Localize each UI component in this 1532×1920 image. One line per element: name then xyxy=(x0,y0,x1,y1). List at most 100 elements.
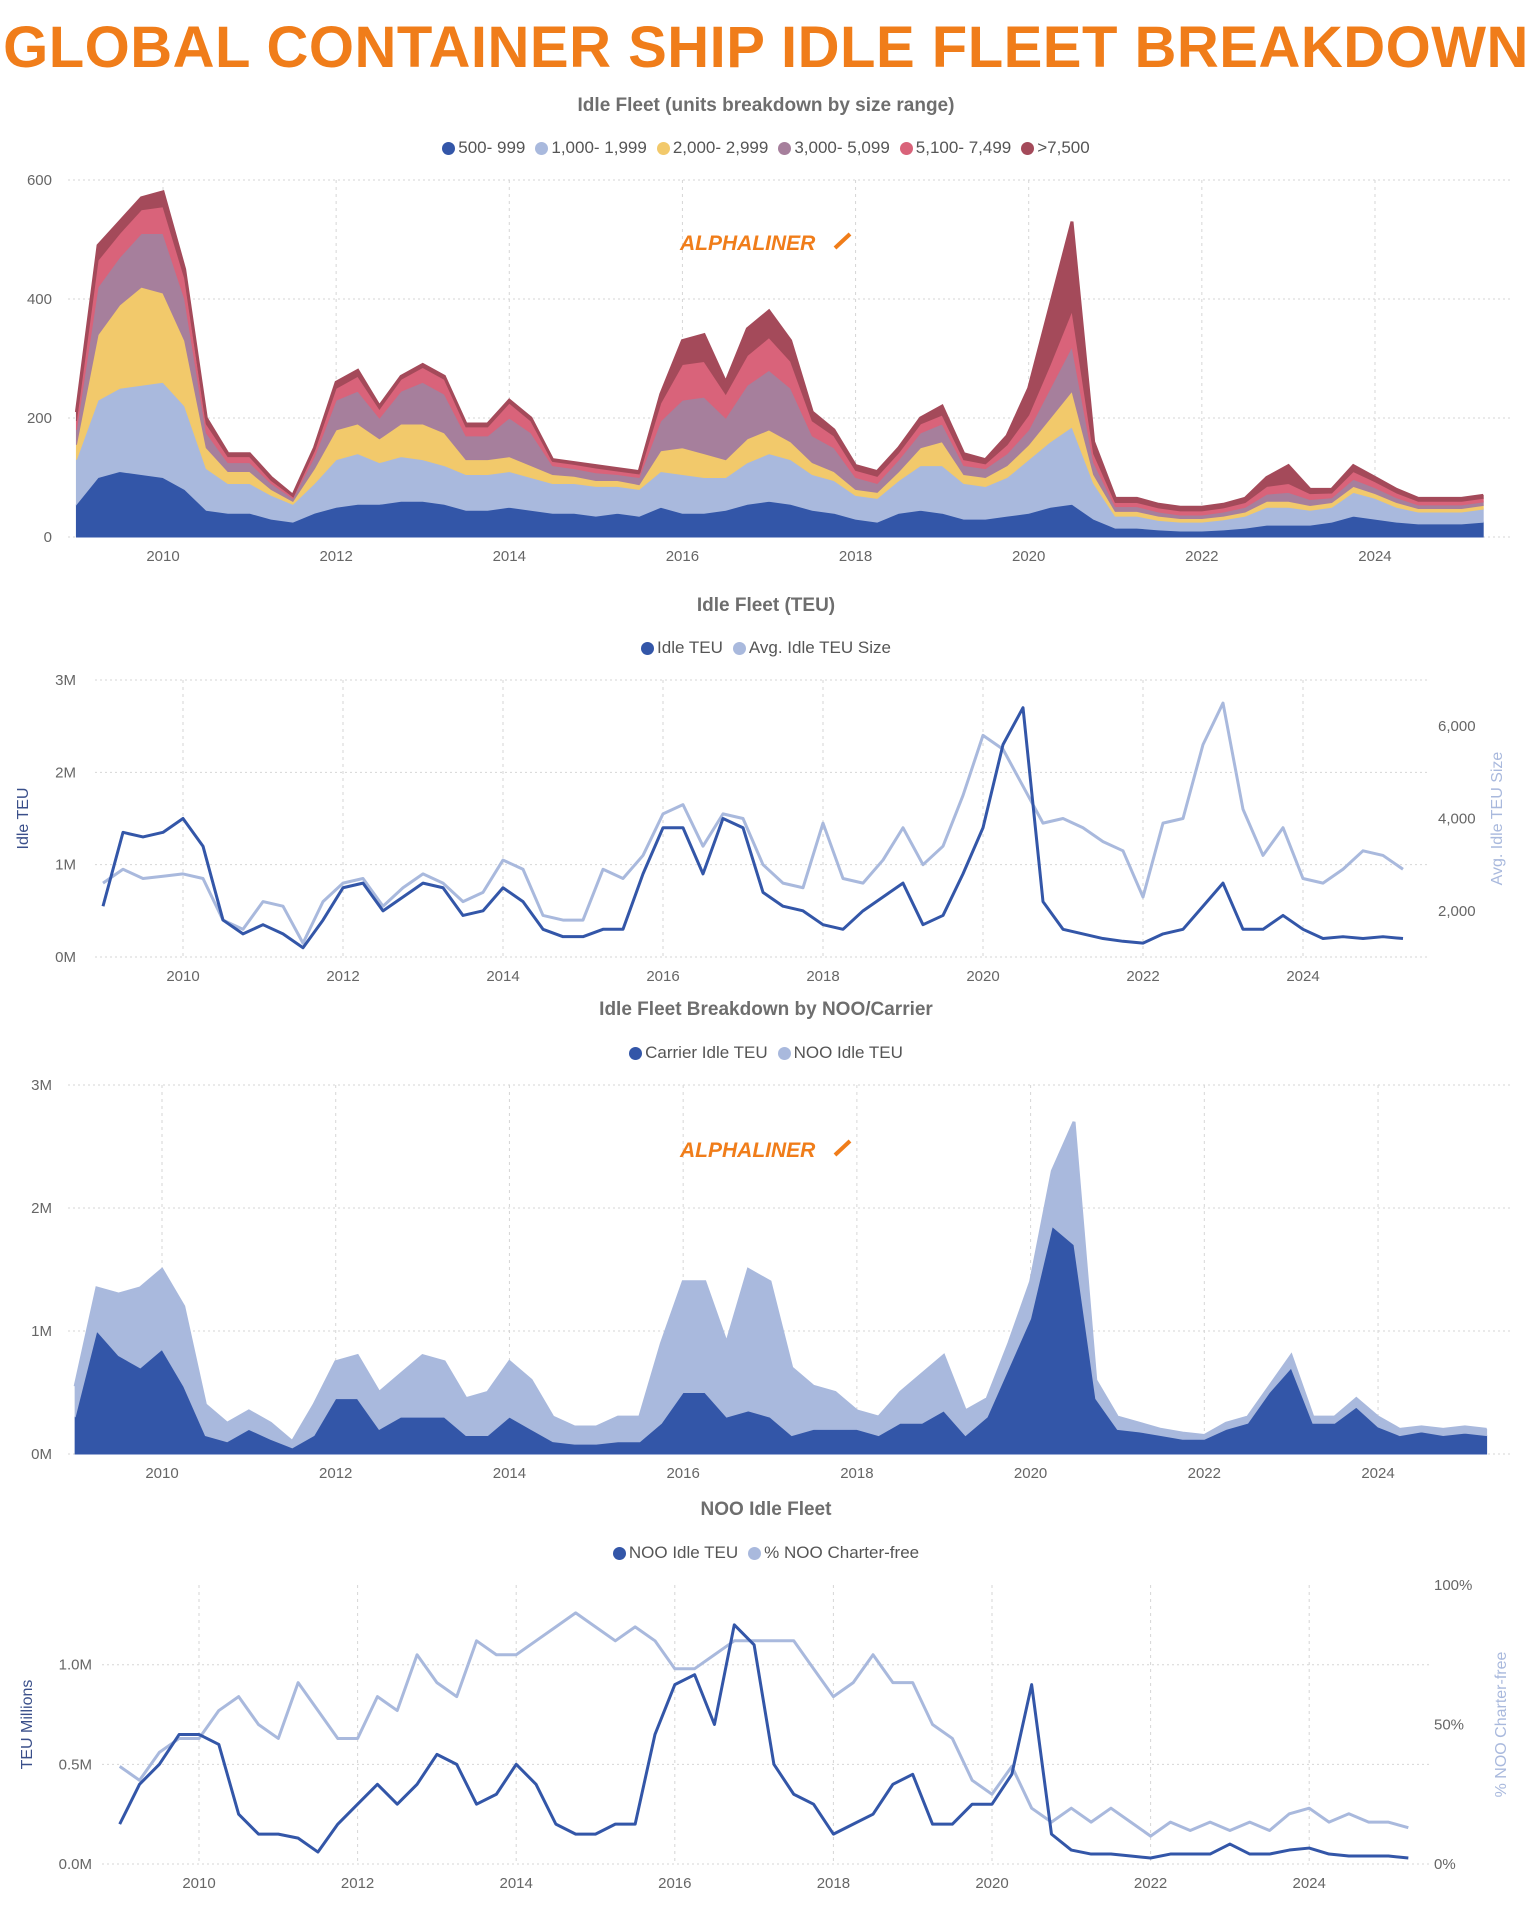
x-tick-label: 2022 xyxy=(1185,548,1218,565)
y2-tick-label: 50% xyxy=(1434,1717,1464,1734)
x-tick-label: 2010 xyxy=(166,968,199,985)
legend-item[interactable]: Carrier Idle TEU xyxy=(629,1043,768,1063)
legend-item[interactable]: 1,000- 1,999 xyxy=(535,138,647,158)
page-title: GLOBAL CONTAINER SHIP IDLE FLEET BREAKDO… xyxy=(3,15,1529,80)
x-tick-label: 2024 xyxy=(1286,968,1319,985)
y-tick-label: 2M xyxy=(31,1200,52,1217)
x-tick-label: 2014 xyxy=(500,1875,533,1892)
x-tick-label: 2014 xyxy=(486,968,519,985)
legend-dot-icon xyxy=(777,1046,791,1060)
x-tick-label: 2020 xyxy=(966,968,999,985)
legend-dot-icon xyxy=(442,141,456,155)
y2-tick-label: 100% xyxy=(1434,1577,1472,1594)
x-tick-label: 2012 xyxy=(319,548,352,565)
legend-item[interactable]: % NOO Charter-free xyxy=(748,1543,919,1563)
x-tick-label: 2012 xyxy=(319,1465,352,1482)
legend-label: % NOO Charter-free xyxy=(764,1543,920,1562)
x-tick-label: 2012 xyxy=(341,1875,374,1892)
legend-label: >7,500 xyxy=(1037,138,1090,157)
legend-item[interactable]: Idle TEU xyxy=(641,638,723,658)
area-top-outline xyxy=(74,190,1484,509)
y-tick-label: 1.0M xyxy=(59,1657,92,1674)
x-tick-label: 2016 xyxy=(666,1465,699,1482)
x-tick-label: 2022 xyxy=(1126,968,1159,985)
y2-tick-label: 6,000 xyxy=(1438,718,1476,735)
x-tick-label: 2024 xyxy=(1293,1875,1326,1892)
legend-dot-icon xyxy=(748,1546,762,1560)
legend-label: Carrier Idle TEU xyxy=(645,1043,768,1062)
line-series--noo-charter-free xyxy=(118,1611,1409,1838)
x-tick-label: 2022 xyxy=(1134,1875,1167,1892)
x-tick-label: 2018 xyxy=(839,548,872,565)
legend-item[interactable]: NOO Idle TEU xyxy=(777,1043,903,1063)
chart1-legend: 500- 999 1,000- 1,999 2,000- 2,999 3,000… xyxy=(0,138,1532,158)
legend-item[interactable]: >7,500 xyxy=(1021,138,1090,158)
x-tick-label: 2010 xyxy=(182,1875,215,1892)
y-tick-label: 400 xyxy=(27,291,52,308)
y-tick-label: 0 xyxy=(44,529,52,546)
y-tick-label: 200 xyxy=(27,410,52,427)
x-tick-label: 2022 xyxy=(1188,1465,1221,1482)
area-top-outline xyxy=(73,1121,1487,1444)
x-tick-label: 2020 xyxy=(1014,1465,1047,1482)
legend-dot-icon xyxy=(899,141,913,155)
x-tick-label: 2016 xyxy=(666,548,699,565)
x-tick-label: 2010 xyxy=(146,548,179,565)
legend-dot-icon xyxy=(1021,141,1035,155)
line-series-avg-idle-teu-size xyxy=(102,701,1404,945)
legend-item[interactable]: 2,000- 2,999 xyxy=(656,138,769,158)
y-tick-label: 3M xyxy=(31,1077,52,1094)
x-tick-label: 2020 xyxy=(975,1875,1008,1892)
chart2-legend: Idle TEU Avg. Idle TEU Size xyxy=(0,638,1532,658)
x-tick-label: 2024 xyxy=(1358,548,1391,565)
x-tick-label: 2018 xyxy=(806,968,839,985)
y-axis-title: Idle TEU xyxy=(15,788,32,850)
logo-slash-icon xyxy=(833,232,852,250)
legend-item[interactable]: 5,100- 7,499 xyxy=(899,138,1012,158)
line-series-idle-teu xyxy=(101,706,1404,950)
x-tick-label: 2010 xyxy=(145,1465,178,1482)
chart-4: 0.0M 0.5M 1.0M 2010 2012 2014 2016 2018 2020 2022… xyxy=(19,1577,1510,1892)
chart-3: 0M 1M 2M 3M 2010 2012 2014 2016 2018 2020 2022 2024… xyxy=(31,1077,1513,1482)
x-tick-label: 2016 xyxy=(658,1875,691,1892)
line-series-noo-idle-teu xyxy=(118,1623,1409,1860)
legend-label: 5,100- 7,499 xyxy=(915,138,1012,157)
y2-axis-title: % NOO Charter-free xyxy=(1493,1651,1510,1797)
y-axis-title: TEU Millions xyxy=(19,1680,36,1770)
chart3-legend: Carrier Idle TEU NOO Idle TEU xyxy=(0,1043,1532,1063)
chart3-title: Idle Fleet Breakdown by NOO/Carrier xyxy=(599,999,933,1020)
alphaliner-logo: ALPHALINER xyxy=(679,1139,816,1162)
y-tick-label: 0.5M xyxy=(59,1756,92,1773)
y2-axis-title: Avg. Idle TEU Size xyxy=(1489,752,1506,886)
y-tick-label: 1M xyxy=(55,857,76,874)
legend-item[interactable]: 500- 999 xyxy=(442,138,525,158)
y-tick-label: 2M xyxy=(55,764,76,781)
y-tick-label: 0M xyxy=(31,1446,52,1463)
x-tick-label: 2020 xyxy=(1012,548,1045,565)
chart-2: 0M 1M 2M 3M 2010 2012 2014 2016 2018 2020 2022 2024… xyxy=(15,672,1506,985)
x-tick-label: 2014 xyxy=(493,548,526,565)
y-tick-label: 600 xyxy=(27,172,52,189)
legend-label: 1,000- 1,999 xyxy=(551,138,647,157)
y2-tick-label: 2,000 xyxy=(1438,903,1476,920)
y-tick-label: 3M xyxy=(55,672,76,689)
x-tick-label: 2012 xyxy=(326,968,359,985)
legend-dot-icon xyxy=(612,1546,626,1560)
x-tick-label: 2016 xyxy=(646,968,679,985)
y-tick-label: 1M xyxy=(31,1323,52,1340)
legend-dot-icon xyxy=(732,641,746,655)
y2-tick-label: 4,000 xyxy=(1438,811,1476,828)
chart-1: 0 200 400 600 2010 2012 2014 2016 2018 2020 2022 20… xyxy=(27,172,1513,565)
logo-slash-icon xyxy=(833,1139,852,1157)
legend-item[interactable]: Avg. Idle TEU Size xyxy=(732,638,891,658)
legend-dot-icon xyxy=(641,641,655,655)
legend-item[interactable]: 3,000- 5,099 xyxy=(778,138,890,158)
x-tick-label: 2024 xyxy=(1361,1465,1394,1482)
y-tick-label: 0.0M xyxy=(59,1856,92,1873)
chart2-title: Idle Fleet (TEU) xyxy=(696,595,836,616)
alphaliner-logo: ALPHALINER xyxy=(679,232,816,255)
legend-dot-icon xyxy=(778,141,792,155)
chart4-title: NOO Idle Fleet xyxy=(700,1499,832,1520)
legend-item[interactable]: NOO Idle TEU xyxy=(612,1543,738,1563)
legend-label: 2,000- 2,999 xyxy=(672,138,769,157)
